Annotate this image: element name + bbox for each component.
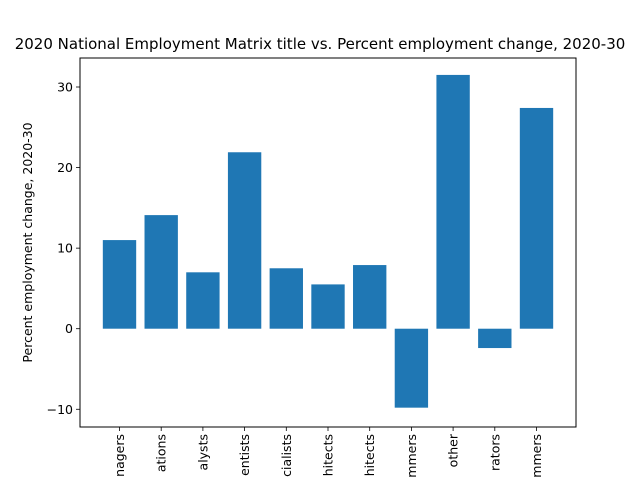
x-tick-label-3: entists <box>237 434 252 476</box>
x-tick-label-8: other <box>446 433 461 467</box>
x-tick-label-5: hitects <box>321 434 336 476</box>
y-tick-label-4: 30 <box>57 80 73 95</box>
x-tick-label-4: cialists <box>279 434 294 477</box>
plot-frame <box>79 57 577 428</box>
bar-0 <box>102 240 137 329</box>
y-axis-label: Percent employment change, 2020-30 <box>20 122 35 362</box>
y-tick-label-1: 0 <box>65 321 73 336</box>
bar-7 <box>394 328 429 408</box>
y-axis-ticks: −10 0 10 20 30 <box>47 80 80 417</box>
y-tick-label-2: 10 <box>57 241 73 256</box>
x-tick-label-10: mmers <box>529 434 544 478</box>
bar-4 <box>269 268 303 329</box>
y-tick-label-3: 20 <box>57 160 73 175</box>
bar-1 <box>144 215 178 329</box>
x-tick-label-0: nagers <box>112 434 127 477</box>
x-tick-label-2: alysts <box>195 434 210 470</box>
bar-2 <box>186 272 220 329</box>
bars-group <box>102 74 554 408</box>
x-tick-label-9: rators <box>487 434 502 471</box>
x-axis-ticks: nagers ations alysts entists cialists hitects… <box>112 427 544 478</box>
bar-6 <box>353 265 387 329</box>
x-tick-label-7: mmers <box>404 434 419 478</box>
bar-8 <box>436 74 470 329</box>
bar-3 <box>227 152 262 329</box>
chart-title: 2020 National Employment Matrix title vs… <box>15 35 626 53</box>
bar-5 <box>311 284 345 329</box>
x-tick-label-1: ations <box>154 434 169 472</box>
bar-10 <box>519 107 554 329</box>
bar-9 <box>478 328 512 349</box>
x-tick-label-6: hitects <box>362 434 377 476</box>
y-tick-label-0: −10 <box>47 402 73 417</box>
